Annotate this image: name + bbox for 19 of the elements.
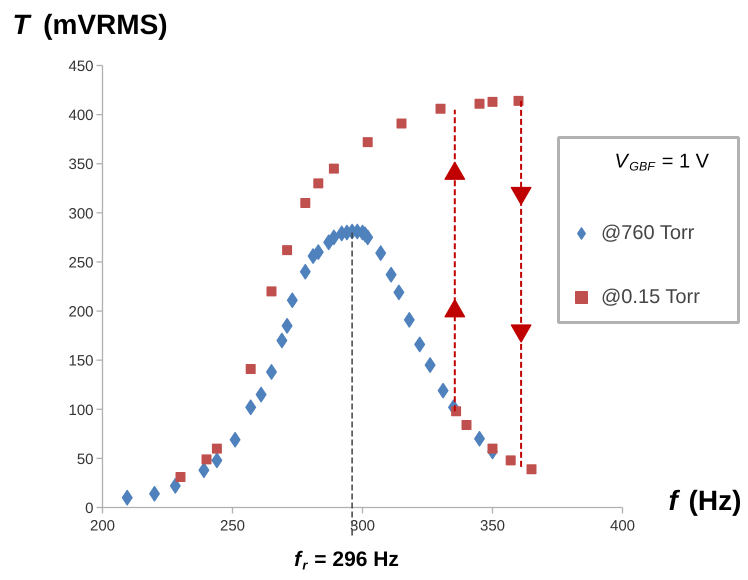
- x-tick-label: 350: [480, 518, 506, 534]
- y-tick-label: 0: [85, 500, 94, 517]
- x-axis-title: f (Hz): [668, 485, 742, 516]
- x-tick-label: 200: [90, 518, 116, 534]
- y-axis-title: T (mVRMS): [12, 9, 168, 40]
- y-tick-label: 50: [76, 450, 94, 468]
- y-tick-label: 100: [68, 402, 94, 419]
- x-tick-label: 400: [610, 518, 636, 534]
- y-tick-label: 250: [68, 254, 94, 272]
- y-tick-label: 400: [68, 107, 94, 124]
- y-tick-label: 150: [68, 352, 94, 370]
- legend-label: @760 Torr: [601, 222, 694, 244]
- y-tick-label: 300: [68, 205, 94, 222]
- y-tick-label: 350: [68, 156, 94, 174]
- x-tick-label: 250: [220, 518, 246, 534]
- y-tick-label: 450: [68, 58, 94, 75]
- x-tick-label: 300: [350, 518, 376, 534]
- y-tick-label: 200: [68, 304, 94, 321]
- legend-label: @0.15 Torr: [601, 286, 700, 308]
